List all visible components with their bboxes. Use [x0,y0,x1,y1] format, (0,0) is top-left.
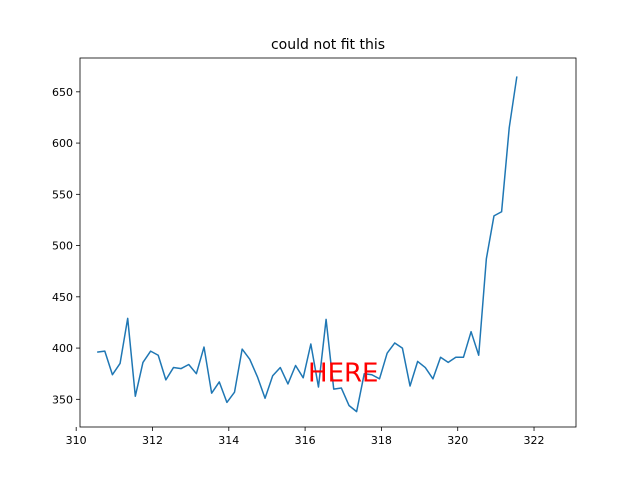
plot-area: HERE 310 312 314 316 318 320 322 350 400 450 500 550… [52,57,577,447]
x-tick-label-4: 318 [371,434,392,447]
x-tick-label-5: 320 [447,434,468,447]
y-tick-label-0: 350 [52,393,73,406]
series-line-0 [97,76,518,413]
y-tick-label-2: 450 [52,291,73,304]
chart-title: could not fit this [271,37,385,53]
x-tick-label-3: 316 [295,434,316,447]
y-tick-label-6: 650 [52,86,73,99]
y-tick-label-4: 550 [52,188,73,201]
x-tick-label-2: 314 [218,434,239,447]
y-tick-label-3: 500 [52,240,73,253]
axes-frame [79,57,577,428]
x-tick-label-0: 310 [66,434,87,447]
x-tick-label-1: 312 [142,434,163,447]
x-tick-label-6: 322 [524,434,545,447]
annotation-0: HERE [308,359,378,389]
y-tick-label-1: 400 [52,342,73,355]
y-tick-label-5: 600 [52,137,73,150]
